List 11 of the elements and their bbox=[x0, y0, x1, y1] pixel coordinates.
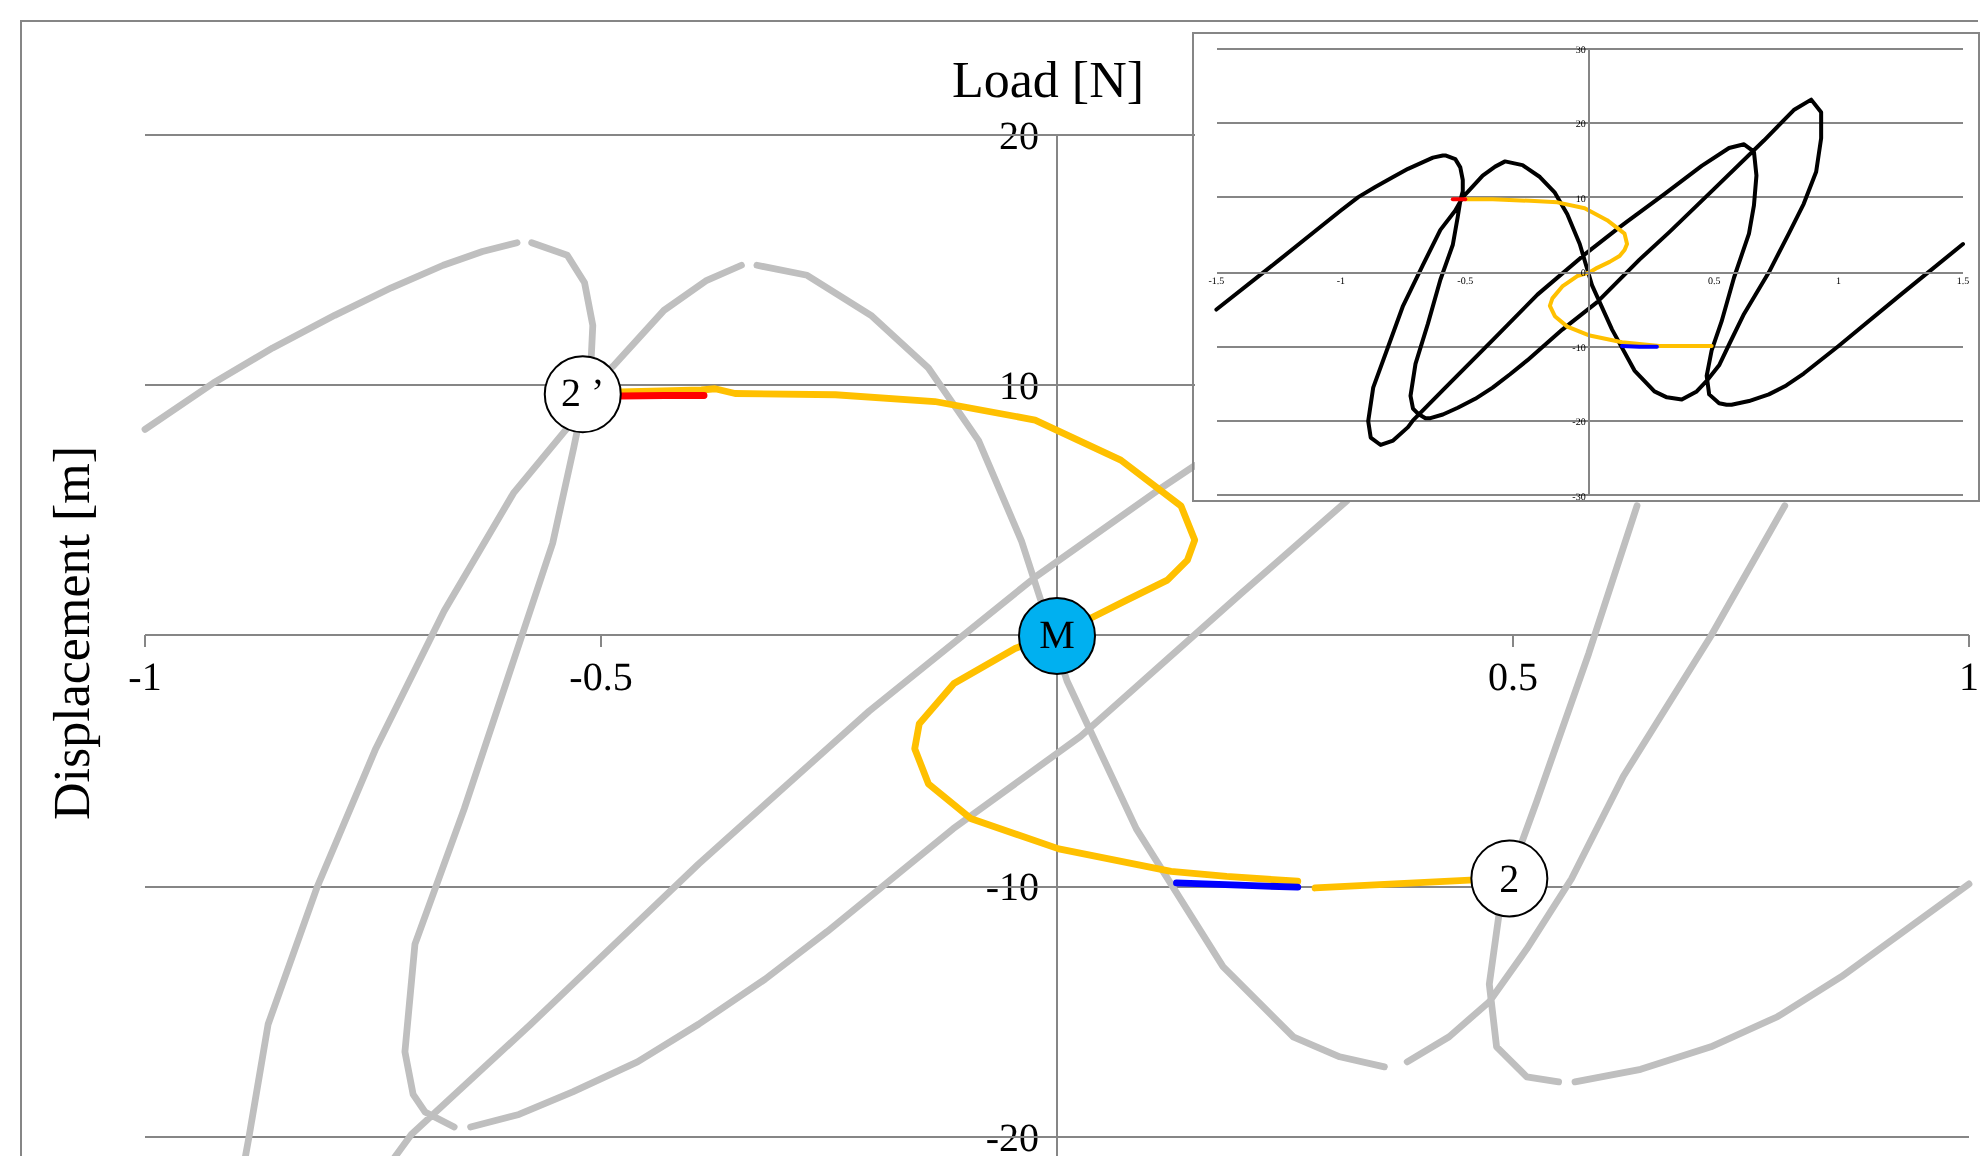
annotation: 2 bbox=[1499, 858, 1520, 903]
x-tick-label: 0.5 bbox=[1488, 655, 1538, 700]
annotation: 2 ’ bbox=[561, 372, 605, 417]
x-axis-title: Load [N] bbox=[951, 51, 1145, 109]
y-axis-title: Displacement [m] bbox=[43, 445, 101, 820]
x-tick-label: -1 bbox=[128, 655, 162, 700]
annotation: M bbox=[1039, 613, 1076, 658]
x-tick-label: -0.5 bbox=[569, 655, 633, 700]
point bbox=[1470, 839, 1549, 918]
x-tick-label: 1 bbox=[1959, 655, 1979, 700]
point bbox=[543, 355, 622, 434]
